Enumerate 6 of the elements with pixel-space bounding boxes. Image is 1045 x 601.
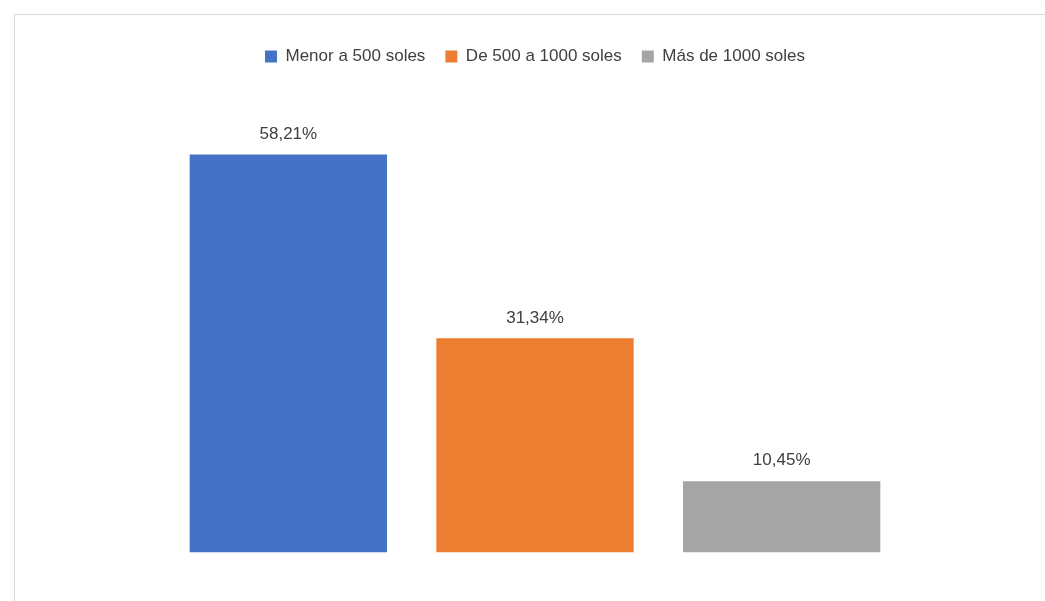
legend-label: De 500 a 1000 soles [465,46,622,66]
data-label: 31,34% [506,307,564,327]
legend-label: Más de 1000 soles [662,46,806,66]
legend-label: Menor a 500 soles [285,46,426,66]
data-label: 58,21% [259,123,318,143]
data-label: 10,45% [752,450,811,470]
